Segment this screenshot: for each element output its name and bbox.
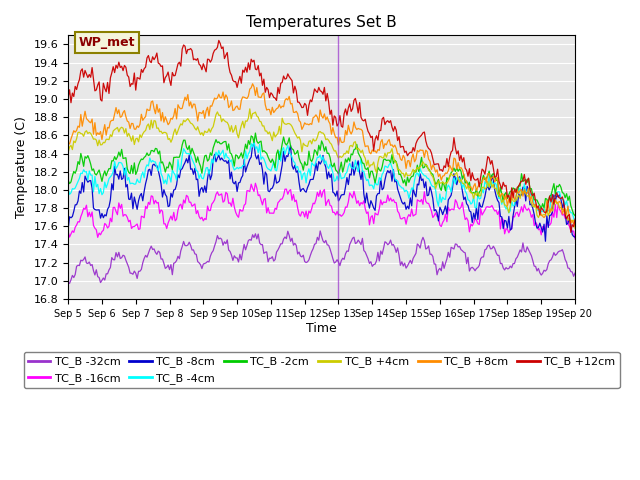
Title: Temperatures Set B: Temperatures Set B [246, 15, 397, 30]
Text: WP_met: WP_met [78, 36, 135, 49]
Y-axis label: Temperature (C): Temperature (C) [15, 116, 28, 218]
X-axis label: Time: Time [306, 322, 337, 335]
Legend: TC_B -32cm, TC_B -16cm, TC_B -8cm, TC_B -4cm, TC_B -2cm, TC_B +4cm, TC_B +8cm, T: TC_B -32cm, TC_B -16cm, TC_B -8cm, TC_B … [24, 352, 620, 388]
